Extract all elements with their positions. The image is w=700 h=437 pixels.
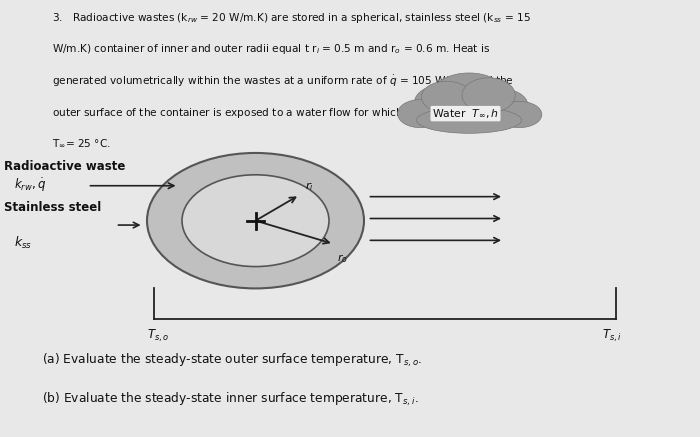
Text: $r_o$: $r_o$: [337, 252, 348, 265]
Text: 3.   Radioactive wastes (k$_{rw}$ = 20 W/m.K) are stored in a spherical, stainle: 3. Radioactive wastes (k$_{rw}$ = 20 W/m…: [52, 11, 531, 25]
Text: $T_{s,i}$: $T_{s,i}$: [602, 328, 622, 344]
Text: T$_\infty$= 25 °C.: T$_\infty$= 25 °C.: [52, 137, 111, 149]
Text: (b) Evaluate the steady-state inner surface temperature, T$_{s,i}$.: (b) Evaluate the steady-state inner surf…: [42, 391, 419, 409]
Text: Water  $T_\infty, h$: Water $T_\infty, h$: [432, 108, 499, 120]
Ellipse shape: [414, 85, 468, 120]
Ellipse shape: [469, 88, 528, 121]
Text: $T_{s,o}$: $T_{s,o}$: [147, 328, 169, 344]
Ellipse shape: [147, 153, 364, 288]
Text: $k_{rw}, \dot{q}$: $k_{rw}, \dot{q}$: [14, 177, 46, 194]
Text: outer surface of the container is exposed to a water flow for which h = 1000 W/m: outer surface of the container is expose…: [52, 105, 525, 121]
Ellipse shape: [433, 73, 505, 115]
Ellipse shape: [462, 78, 515, 113]
Text: (a) Evaluate the steady-state outer surface temperature, T$_{s,o}$.: (a) Evaluate the steady-state outer surf…: [42, 352, 422, 369]
Ellipse shape: [497, 101, 542, 128]
Text: $k_{ss}$: $k_{ss}$: [14, 235, 32, 250]
Text: generated volumetrically within the wastes at a uniform rate of $\dot{q}$ = 105 : generated volumetrically within the wast…: [52, 74, 514, 89]
Text: W/m.K) container of inner and outer radii equal t r$_i$ = 0.5 m and r$_o$ = 0.6 : W/m.K) container of inner and outer radi…: [52, 42, 491, 56]
Ellipse shape: [398, 100, 442, 128]
Text: $r_i$: $r_i$: [305, 180, 314, 193]
Text: Radioactive waste: Radioactive waste: [4, 160, 125, 173]
Ellipse shape: [421, 81, 472, 113]
Text: Stainless steel: Stainless steel: [4, 201, 101, 214]
Ellipse shape: [416, 107, 522, 133]
Ellipse shape: [182, 175, 329, 267]
